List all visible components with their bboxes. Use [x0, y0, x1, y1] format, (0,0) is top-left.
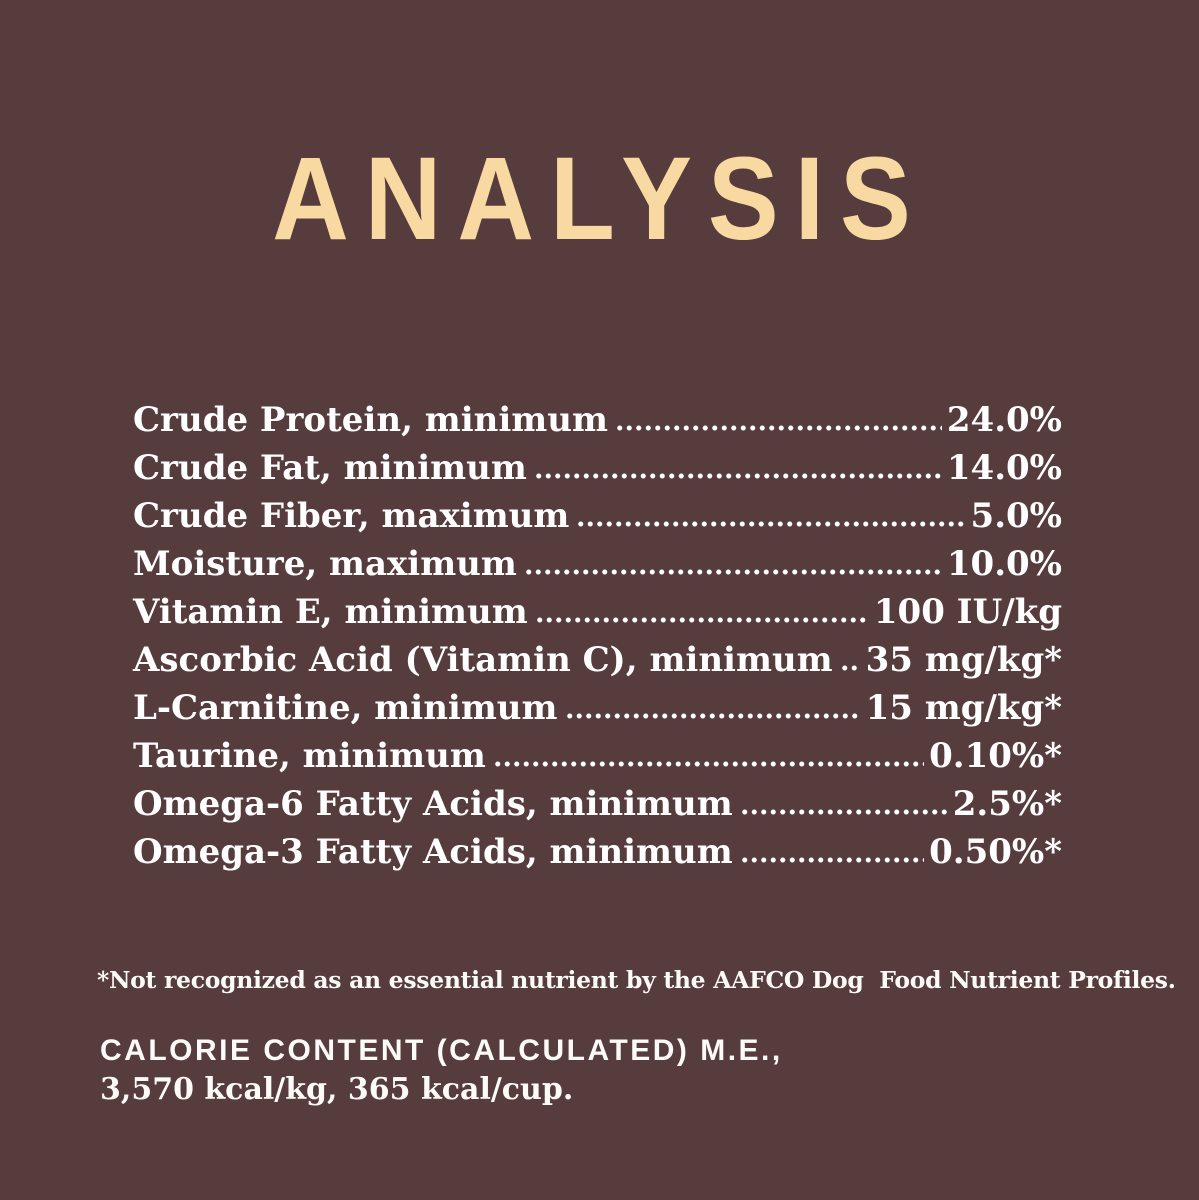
dot-leader: [839, 636, 861, 684]
dot-leader: [523, 540, 942, 588]
nutrient-value: 0.10%*: [929, 736, 1062, 776]
nutrient-label: Taurine, minimum: [133, 736, 486, 776]
dot-leader: [739, 780, 948, 828]
calorie-content-values: 3,570 kcal/kg, 365 kcal/cup.: [100, 1072, 574, 1107]
dot-leader: [492, 732, 925, 780]
analysis-row: Crude Protein, minimum 24.0%: [133, 396, 1062, 444]
nutrient-value: 10.0%: [946, 544, 1062, 584]
dot-leader: [614, 396, 942, 444]
analysis-row: Omega-6 Fatty Acids, minimum 2.5%*: [133, 780, 1062, 828]
analysis-row: L-Carnitine, minimum 15 mg/kg*: [133, 684, 1062, 732]
analysis-row: Omega-3 Fatty Acids, minimum 0.50%*: [133, 828, 1062, 876]
guaranteed-analysis-list: Crude Protein, minimum 24.0% Crude Fat, …: [133, 396, 1062, 876]
nutrient-label: Omega-6 Fatty Acids, minimum: [133, 784, 733, 824]
dot-leader: [739, 828, 925, 876]
analysis-row: Vitamin E, minimum 100 IU/kg: [133, 588, 1062, 636]
analysis-row: Ascorbic Acid (Vitamin C), minimum 35 mg…: [133, 636, 1062, 684]
analysis-row: Moisture, maximum 10.0%: [133, 540, 1062, 588]
nutrient-label: Ascorbic Acid (Vitamin C), minimum: [133, 640, 833, 680]
nutrient-value: 5.0%: [970, 496, 1062, 536]
nutrient-value: 100 IU/kg: [873, 592, 1062, 632]
nutrient-value: 0.50%*: [929, 832, 1062, 872]
analysis-row: Crude Fat, minimum 14.0%: [133, 444, 1062, 492]
nutrient-value: 24.0%: [946, 400, 1062, 440]
analysis-row: Taurine, minimum 0.10%*: [133, 732, 1062, 780]
aafco-footnote: *Not recognized as an essential nutrient…: [97, 966, 1176, 994]
calorie-content-section: CALORIE CONTENT (CALCULATED) M.E., 3,570…: [100, 1032, 783, 1110]
nutrient-label: Omega-3 Fatty Acids, minimum: [133, 832, 733, 872]
nutrient-label: Moisture, maximum: [133, 544, 517, 584]
calorie-content-heading: CALORIE CONTENT (CALCULATED) M.E.,: [100, 1034, 783, 1067]
page-title: ANALYSIS: [272, 133, 927, 265]
analysis-row: Crude Fiber, maximum 5.0%: [133, 492, 1062, 540]
nutrient-label: Crude Fiber, maximum: [133, 496, 570, 536]
nutrient-label: Crude Protein, minimum: [133, 400, 608, 440]
dot-leader: [534, 588, 869, 636]
dot-leader: [533, 444, 942, 492]
dot-leader: [564, 684, 861, 732]
dot-leader: [576, 492, 966, 540]
nutrient-label: Crude Fat, minimum: [133, 448, 527, 488]
nutrient-label: L-Carnitine, minimum: [133, 688, 558, 728]
nutrient-value: 35 mg/kg*: [865, 640, 1062, 680]
nutrient-value: 15 mg/kg*: [865, 688, 1062, 728]
nutrient-value: 2.5%*: [952, 784, 1062, 824]
nutrient-label: Vitamin E, minimum: [133, 592, 528, 632]
nutrient-value: 14.0%: [946, 448, 1062, 488]
